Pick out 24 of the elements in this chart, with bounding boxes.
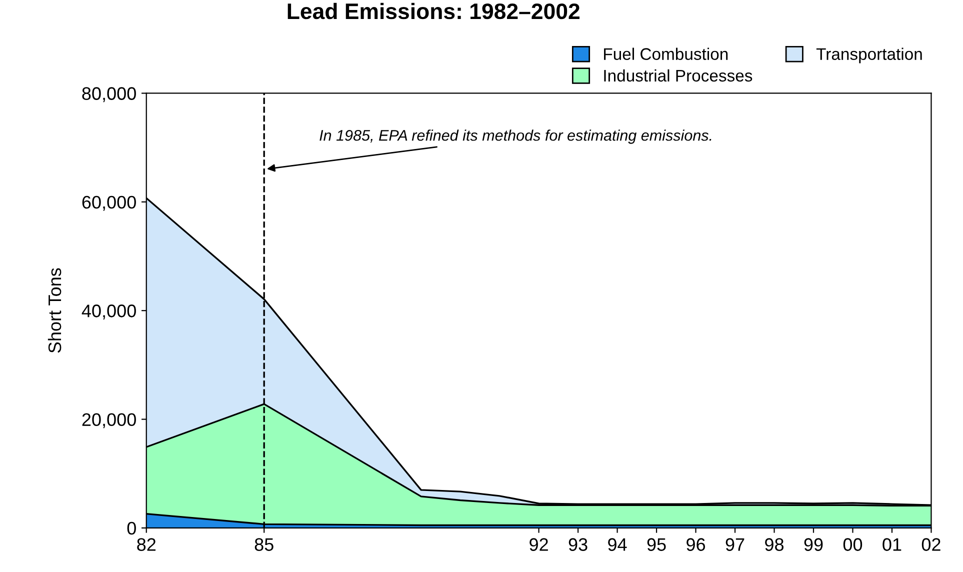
y-axis-title: Short Tons (48, 268, 62, 353)
annotation: In 1985, EPA refined its methods for estimating emissions. (320, 130, 712, 144)
y-tick-label: 40,000 (82, 304, 136, 320)
x-tick-label: 00 (843, 538, 862, 551)
legend-label: Fuel Combustion (604, 48, 728, 60)
x-tick-label: 97 (726, 538, 744, 551)
x-tick-label: 02 (922, 538, 940, 551)
x-tick-label: 96 (686, 538, 706, 551)
x-tick-label: 92 (530, 538, 548, 551)
x-tick-label: 82 (137, 538, 156, 551)
legend-label: Industrial Processes (604, 69, 752, 82)
y-tick-label: 60,000 (82, 196, 136, 211)
x-tick-label: 93 (568, 538, 588, 551)
legend-label: Transportation (816, 48, 922, 64)
y-tick-label: 80,000 (82, 87, 136, 102)
x-tick-label: 99 (804, 538, 823, 551)
x-tick-label: 94 (608, 538, 627, 551)
x-tick-label: 98 (765, 538, 784, 551)
x-tick-label: 85 (254, 538, 274, 551)
chart-title: Lead Emissions: 1982–2002 (288, 2, 580, 20)
x-tick-label: 01 (882, 538, 902, 551)
y-tick-label: 20,000 (82, 413, 136, 428)
x-tick-label: 95 (647, 538, 666, 551)
y-tick-label: 0 (127, 522, 136, 535)
